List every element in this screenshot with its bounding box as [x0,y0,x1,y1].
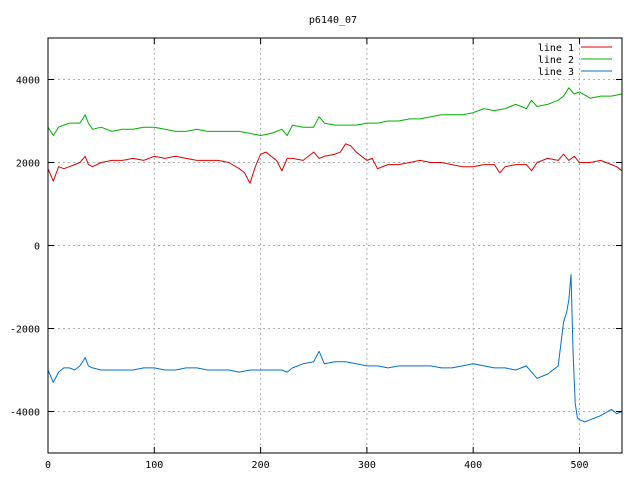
y-tick-label: 2000 [16,159,40,170]
x-tick-label: 500 [570,460,588,471]
series-line-1 [47,143,623,184]
series-line-3 [47,274,623,423]
legend-label: line 1 [538,43,574,54]
chart-title: p6140_07 [309,15,357,26]
x-tick-label: 100 [145,460,163,471]
y-tick-label: -4000 [10,408,40,419]
x-tick-label: 200 [252,460,270,471]
axis-ticks: 0 100 200 300 400 500 -4000 -2000 0 2000 4000 [10,38,622,471]
legend-label: line 2 [538,55,574,66]
legend-label: line 3 [538,67,574,78]
x-tick-label: 400 [464,460,482,471]
series-lines [47,87,623,423]
x-tick-label: 300 [358,460,376,471]
grid-lines [48,38,622,453]
y-tick-label: -2000 [10,325,40,336]
x-tick-label: 0 [45,460,51,471]
y-tick-label: 4000 [16,76,40,87]
y-tick-label: 0 [34,242,40,253]
series-line-2 [47,87,623,136]
